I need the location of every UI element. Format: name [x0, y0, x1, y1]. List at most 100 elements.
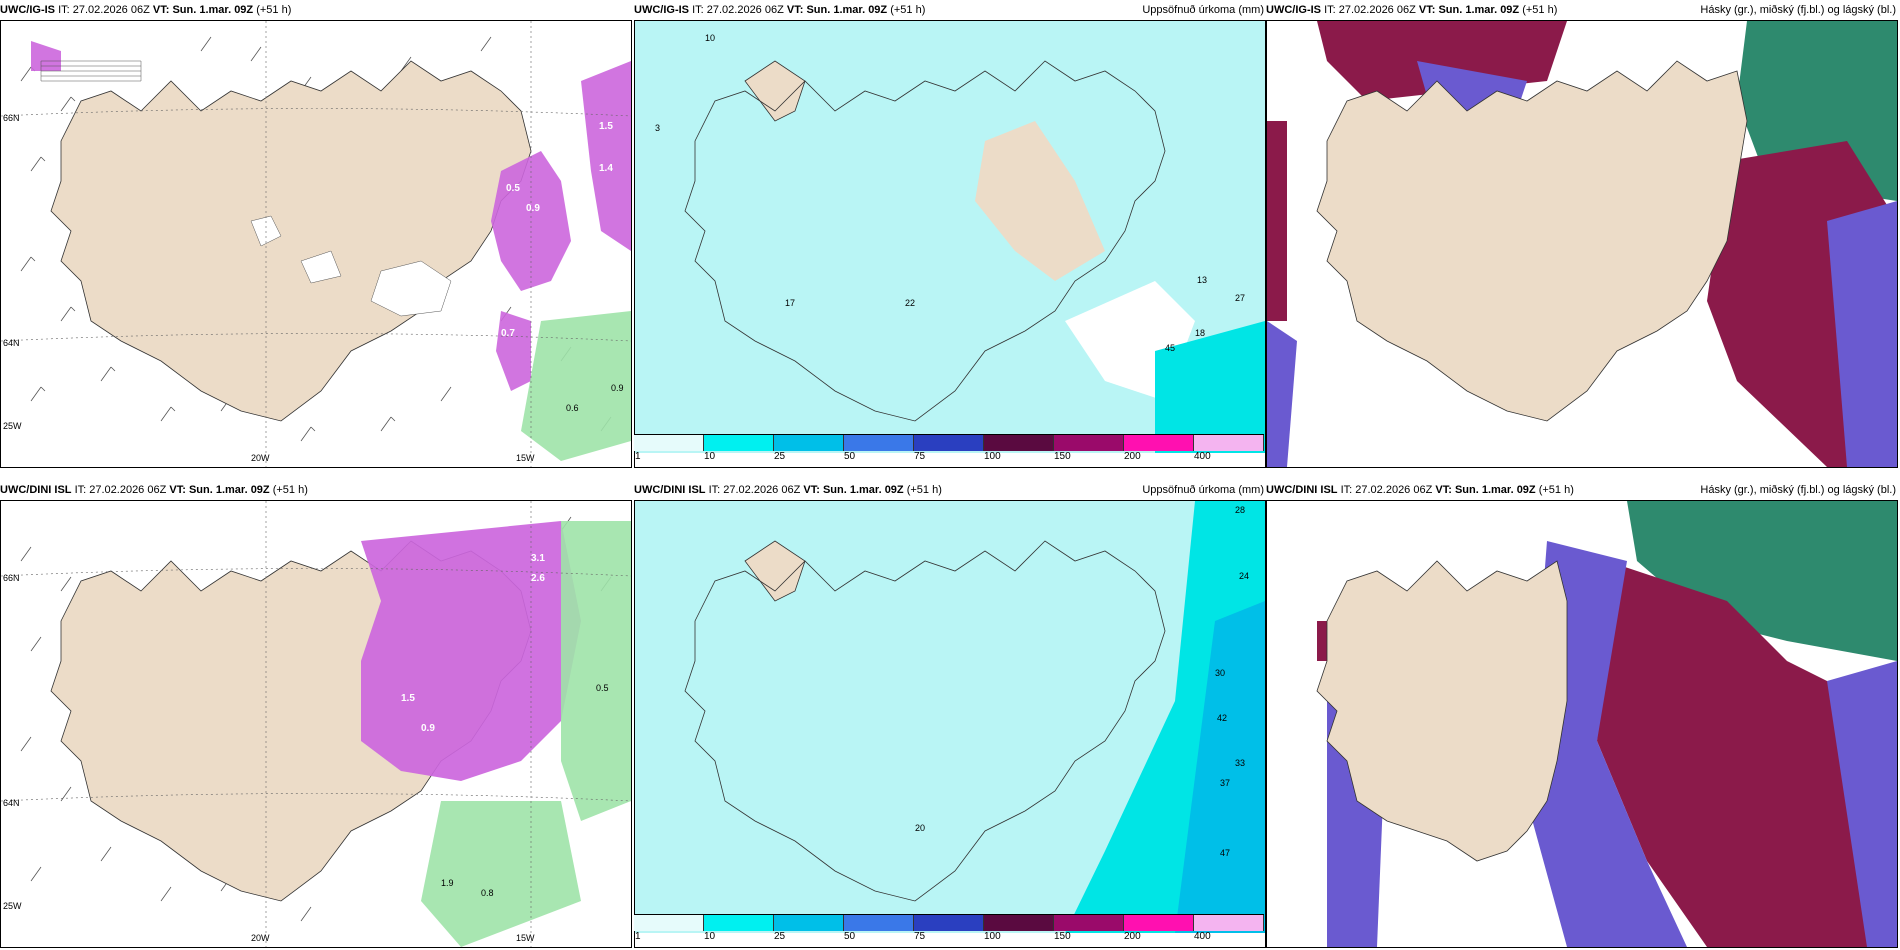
legend-swatch	[1194, 435, 1264, 451]
precip-value: 3	[655, 123, 660, 133]
panel-title: UWC/IG-IS IT: 27.02.2026 06Z VT: Sun. 1.…	[634, 0, 1266, 20]
legend-labels: 1 10 25 50 75 100 150 200 400	[634, 931, 1264, 945]
legend-label: 100	[984, 931, 1001, 942]
legend-label: 100	[984, 451, 1001, 462]
precip-value: 1.4	[599, 163, 613, 174]
legend-swatch	[914, 915, 984, 931]
legend-swatch	[774, 915, 844, 931]
panel-title: UWC/DINI ISL IT: 27.02.2026 06Z VT: Sun.…	[1266, 480, 1898, 500]
panel-dini-wind: UWC/DINI ISL IT: 27.02.2026 06Z VT: Sun.…	[0, 480, 632, 948]
legend-label: 10	[704, 451, 716, 462]
precip-legend	[634, 434, 1264, 451]
legend-swatch	[914, 435, 984, 451]
precip-value: 0.9	[611, 383, 624, 393]
legend-swatch	[1054, 435, 1124, 451]
it-value: 27.02.2026 06Z	[89, 484, 167, 496]
lon-15-label: 15W	[516, 453, 535, 463]
legend-label: 50	[844, 931, 856, 942]
legend-swatch	[774, 435, 844, 451]
it-value: 27.02.2026 06Z	[706, 4, 784, 16]
vt-label: VT: Sun. 1.mar. 09Z	[1435, 484, 1536, 496]
panel-title: UWC/IG-IS IT: 27.02.2026 06Z VT: Sun. 1.…	[0, 0, 632, 20]
lat-64-label: 64N	[3, 338, 20, 348]
model-name: UWC/DINI ISL	[1266, 484, 1338, 496]
vt-label: VT: Sun. 1.mar. 09Z	[786, 4, 888, 16]
map-accum-precip[interactable]: 28 24 30 42 33 37 47 20	[634, 500, 1266, 948]
panel-ig-is-wind: UWC/IG-IS IT: 27.02.2026 06Z VT: Sun. 1.…	[0, 0, 632, 468]
lon-25-label: 25W	[3, 901, 22, 911]
it-label: IT:	[1324, 4, 1336, 16]
precip-value: 1.9	[441, 878, 454, 888]
map-clouds[interactable]	[1266, 500, 1898, 948]
precip-value: 17	[785, 298, 795, 308]
field-title: Hásky (gr.), miðský (fj.bl.) og lágský (…	[1700, 484, 1896, 496]
precip-value: 24	[1239, 571, 1249, 581]
legend-label: 25	[774, 931, 786, 942]
legend-label: 200	[1124, 931, 1141, 942]
legend-label: 1	[635, 451, 641, 462]
legend-swatch	[984, 915, 1054, 931]
offset-label: (+51 h)	[906, 484, 942, 496]
legend-swatch	[1124, 915, 1194, 931]
precip-area-pink	[361, 521, 581, 781]
lon-25-label: 25W	[3, 421, 22, 431]
legend-label: 200	[1124, 451, 1141, 462]
it-label: IT:	[692, 4, 704, 16]
model-name: UWC/IG-IS	[0, 4, 55, 16]
legend-label: 75	[914, 931, 926, 942]
it-label: IT:	[708, 484, 721, 496]
precip-value: 18	[1195, 328, 1205, 338]
precip-area-green	[521, 311, 631, 461]
field-title: Hásky (gr.), miðský (fj.bl.) og lágský (…	[1700, 4, 1896, 16]
legend-swatch	[1054, 915, 1124, 931]
precip-value: 1.5	[401, 693, 415, 704]
legend-swatch	[634, 915, 704, 931]
legend-label: 150	[1054, 931, 1071, 942]
it-label: IT:	[58, 4, 70, 16]
it-value: 27.02.2026 06Z	[1355, 484, 1433, 496]
precip-value: 42	[1217, 713, 1227, 723]
legend-label: 150	[1054, 451, 1071, 462]
precip-value: 22	[905, 298, 915, 308]
model-name: UWC/DINI ISL	[634, 484, 706, 496]
legend-label: 10	[704, 931, 716, 942]
precip-value: 0.9	[526, 203, 540, 214]
legend-swatch	[984, 435, 1054, 451]
offset-label: (+51 h)	[272, 484, 308, 496]
iceland-land	[744, 60, 806, 122]
iceland-land	[1316, 60, 1748, 422]
precip-value: 30	[1215, 668, 1225, 678]
precip-value: 0.9	[421, 723, 435, 734]
precip-value: 0.5	[506, 183, 520, 194]
precip-value: 0.8	[481, 888, 494, 898]
lon-20-label: 20W	[251, 453, 270, 463]
map-clouds[interactable]	[1266, 20, 1898, 468]
legend-swatch	[704, 915, 774, 931]
legend-label: 75	[914, 451, 926, 462]
it-label: IT:	[74, 484, 87, 496]
map-accum-precip[interactable]: 10 3 17 22 13 27 45 18	[634, 20, 1266, 468]
panel-ig-is-clouds: UWC/IG-IS IT: 27.02.2026 06Z VT: Sun. 1.…	[1266, 0, 1898, 468]
lat-66-label: 66N	[3, 113, 20, 123]
model-name: UWC/DINI ISL	[0, 484, 72, 496]
panel-ig-is-accum-precip: UWC/IG-IS IT: 27.02.2026 06Z VT: Sun. 1.…	[634, 0, 1266, 468]
grid-lines	[1, 21, 631, 467]
panel-dini-clouds: UWC/DINI ISL IT: 27.02.2026 06Z VT: Sun.…	[1266, 480, 1898, 948]
grid-lines	[1, 501, 631, 947]
panel-title: UWC/IG-IS IT: 27.02.2026 06Z VT: Sun. 1.…	[1266, 0, 1898, 20]
legend-swatch	[1124, 435, 1194, 451]
model-name: UWC/IG-IS	[1266, 4, 1321, 16]
map-wind-precip[interactable]: 66N 64N 25W 20W 15W 1.5 1.4 0.5 0.9 0.7 …	[0, 20, 632, 468]
precip-value: 47	[1220, 848, 1230, 858]
map-wind-precip[interactable]: 66N 64N 25W 20W 15W 3.1 2.6 1.5 0.9 1.9 …	[0, 500, 632, 948]
vt-label: VT: Sun. 1.mar. 09Z	[152, 4, 254, 16]
legend-swatch	[844, 435, 914, 451]
legend-label: 50	[844, 451, 856, 462]
precip-value: 45	[1165, 343, 1175, 353]
precip-value: 27	[1235, 293, 1245, 303]
legend-swatch	[1194, 915, 1264, 931]
field-title: Uppsöfnuð úrkoma (mm)	[1142, 484, 1264, 496]
offset-label: (+51 h)	[1522, 4, 1558, 16]
legend-labels: 1 10 25 50 75 100 150 200 400	[634, 451, 1264, 465]
precip-legend	[634, 914, 1264, 931]
